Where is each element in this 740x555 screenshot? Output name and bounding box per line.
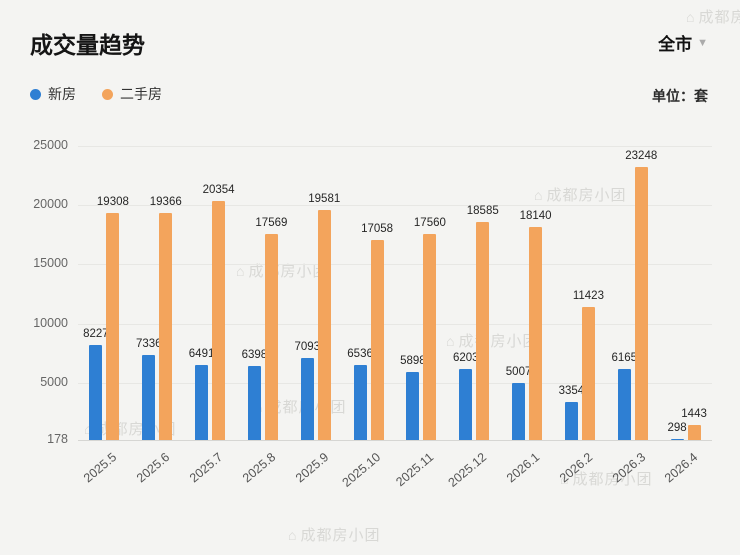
x-axis-tick-label: 2026.3 bbox=[609, 450, 648, 486]
bar-value-label: 3354 bbox=[558, 385, 585, 398]
x-axis-tick-label: 2026.2 bbox=[556, 450, 595, 486]
legend-dot bbox=[102, 88, 113, 100]
bar-value-label: 1443 bbox=[681, 408, 707, 421]
bar-resale-homes bbox=[212, 201, 226, 440]
bar-value-label: 11423 bbox=[572, 289, 604, 302]
bar-new-homes bbox=[89, 344, 103, 440]
bar-resale-homes bbox=[529, 227, 543, 440]
chart-legend: 新房 二手房 bbox=[30, 84, 162, 104]
bar-resale-homes bbox=[264, 234, 278, 440]
bar-resale-homes bbox=[106, 213, 120, 440]
bar-resale-homes bbox=[687, 425, 701, 440]
legend-label: 二手房 bbox=[120, 86, 162, 102]
bar-value-label: 6203 bbox=[452, 351, 479, 364]
bar-value-label: 7093 bbox=[294, 341, 321, 354]
bar-resale-homes bbox=[423, 234, 437, 440]
bar-new-homes bbox=[353, 364, 367, 440]
bar-new-homes bbox=[670, 438, 684, 440]
bar-new-homes bbox=[512, 382, 526, 440]
bar-value-label: 6536 bbox=[347, 347, 373, 360]
unit-label: 单位：套 bbox=[652, 88, 708, 104]
region-selector[interactable]: 全市 ▼ bbox=[658, 30, 708, 55]
legend-dot bbox=[30, 88, 41, 100]
bar-new-homes bbox=[617, 369, 631, 440]
x-axis-tick-label: 2026.1 bbox=[503, 450, 543, 486]
bar-new-homes bbox=[459, 368, 473, 440]
bar-value-label: 17569 bbox=[255, 217, 288, 229]
bar-value-label: 17058 bbox=[361, 223, 394, 236]
gridline bbox=[78, 323, 712, 325]
y-axis-tick-label: 20000 bbox=[33, 197, 68, 212]
legend-label: 新房 bbox=[48, 86, 76, 102]
bar-value-label: 6491 bbox=[188, 348, 215, 361]
chevron-down-icon: ▼ bbox=[697, 36, 708, 49]
region-label: 全市 bbox=[658, 35, 693, 54]
bar-value-label: 19581 bbox=[308, 193, 341, 206]
bar-resale-homes bbox=[634, 166, 648, 440]
y-axis-tick-label: 178 bbox=[47, 432, 68, 446]
x-axis-tick-label: 2025.11 bbox=[393, 450, 437, 490]
page-title: 成交量趋势 bbox=[30, 32, 145, 58]
bar-resale-homes bbox=[370, 240, 384, 440]
gridline bbox=[78, 382, 712, 384]
bar-value-label: 6398 bbox=[241, 349, 268, 362]
bar-resale-homes bbox=[159, 212, 173, 440]
bar-new-homes bbox=[247, 366, 261, 440]
bar-value-label: 5898 bbox=[400, 355, 426, 368]
bar-new-homes bbox=[406, 372, 420, 440]
y-axis-tick-label: 25000 bbox=[33, 138, 68, 152]
bar-resale-homes bbox=[317, 210, 331, 440]
gridline bbox=[78, 205, 712, 207]
bar-new-homes bbox=[195, 365, 209, 440]
y-axis-tick-label: 15000 bbox=[33, 256, 68, 271]
x-axis-tick-label: 2025.5 bbox=[81, 450, 120, 486]
x-axis-tick-label: 2025.10 bbox=[339, 450, 384, 490]
bar-value-label: 18140 bbox=[519, 210, 552, 223]
y-axis-tick-label: 5000 bbox=[40, 374, 68, 389]
bar-value-label: 20354 bbox=[202, 184, 235, 197]
bar-resale-homes bbox=[476, 221, 490, 440]
y-axis-tick-label: 10000 bbox=[33, 315, 68, 330]
bar-value-label: 19366 bbox=[149, 195, 182, 208]
bar-value-label: 7336 bbox=[135, 338, 162, 351]
bar-value-label: 19308 bbox=[96, 196, 129, 209]
bar-value-label: 5007 bbox=[505, 365, 532, 378]
bar-value-label: 23248 bbox=[625, 149, 658, 162]
legend-item-resale-homes[interactable]: 二手房 bbox=[102, 84, 162, 104]
bar-resale-homes bbox=[581, 306, 595, 440]
x-axis-tick-label: 2026.4 bbox=[662, 450, 701, 486]
x-axis-tick-label: 2025.7 bbox=[186, 450, 226, 486]
gridline bbox=[78, 440, 712, 441]
gridline bbox=[78, 264, 712, 266]
x-axis-tick-label: 2025.9 bbox=[292, 450, 331, 486]
bar-value-label: 17560 bbox=[413, 217, 446, 230]
x-axis-tick-label: 2025.8 bbox=[239, 450, 278, 486]
bar-value-label: 8227 bbox=[83, 327, 109, 340]
x-axis-tick-label: 2025.6 bbox=[133, 450, 173, 486]
bar-new-homes bbox=[142, 355, 156, 440]
bar-new-homes bbox=[300, 358, 314, 440]
bar-value-label: 18585 bbox=[466, 204, 499, 217]
bar-value-label: 298 bbox=[667, 421, 687, 434]
bar-value-label: 6165 bbox=[611, 352, 638, 365]
gridline bbox=[78, 146, 712, 147]
bar-new-homes bbox=[564, 402, 578, 440]
x-axis-tick-label: 2025.12 bbox=[445, 450, 490, 490]
legend-item-new-homes[interactable]: 新房 bbox=[30, 84, 76, 104]
